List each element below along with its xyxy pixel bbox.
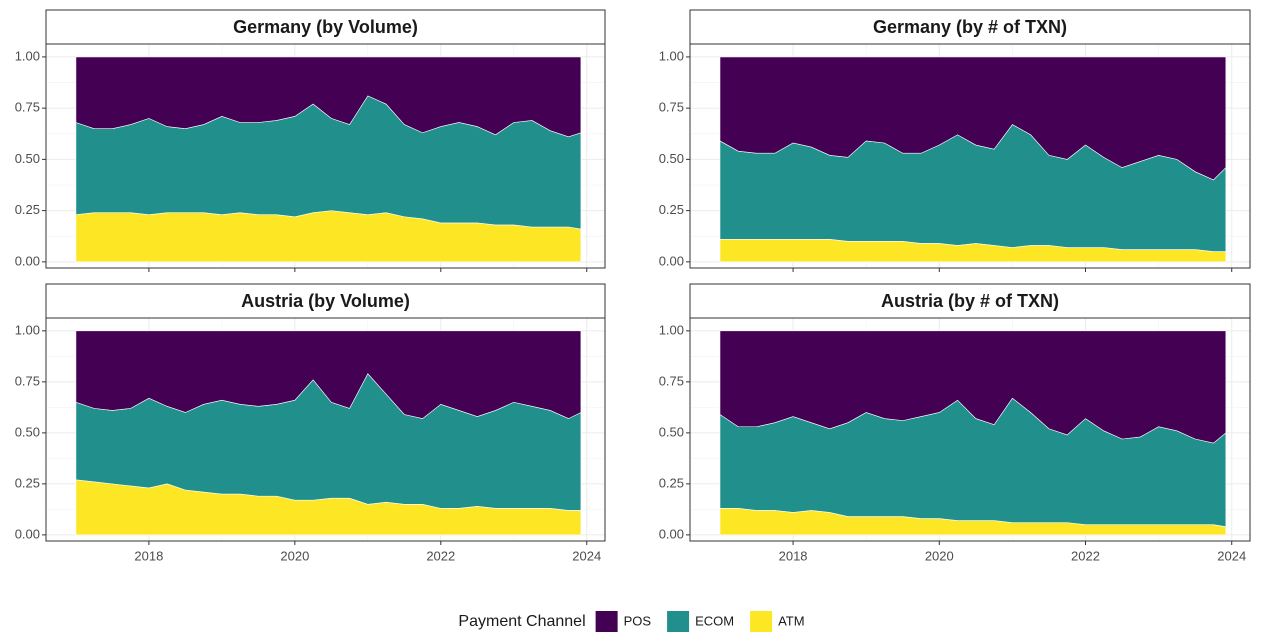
panel-border bbox=[45, 317, 606, 542]
panel-title: Austria (by # of TXN) bbox=[881, 291, 1059, 311]
y-tick-label: 0.50 bbox=[659, 424, 684, 439]
panel-title: Austria (by Volume) bbox=[241, 291, 410, 311]
y-tick-label: 0.75 bbox=[15, 100, 40, 115]
x-tick-label: 2018 bbox=[134, 548, 163, 563]
area bbox=[719, 330, 1227, 444]
x-tick-label: 2024 bbox=[1217, 548, 1246, 563]
legend-key bbox=[667, 611, 690, 632]
x-tick-label: 2024 bbox=[572, 548, 601, 563]
area bbox=[75, 330, 582, 419]
y-tick-label: 0.50 bbox=[15, 151, 40, 166]
x-tick-label: 2022 bbox=[426, 548, 455, 563]
x-tick-label: 2020 bbox=[925, 548, 954, 563]
strip bbox=[45, 283, 606, 319]
x-tick-label: 2018 bbox=[779, 548, 808, 563]
y-tick-label: 0.75 bbox=[659, 100, 684, 115]
y-tick-label: 0.00 bbox=[15, 526, 40, 541]
area bbox=[75, 56, 582, 138]
legend: Payment Channel POS ECOM ATM bbox=[458, 611, 805, 632]
legend-label: ECOM bbox=[695, 613, 734, 628]
panel-title: Germany (by Volume) bbox=[233, 17, 418, 37]
y-tick-label: 0.25 bbox=[15, 475, 40, 490]
panel-title: Germany (by # of TXN) bbox=[873, 17, 1067, 37]
legend-label: POS bbox=[624, 613, 652, 628]
y-tick-label: 0.00 bbox=[15, 253, 40, 268]
y-tick-label: 0.25 bbox=[15, 202, 40, 217]
y-tick-label: 1.00 bbox=[15, 322, 40, 337]
y-tick-label: 0.50 bbox=[659, 151, 684, 166]
y-tick-label: 1.00 bbox=[15, 48, 40, 63]
panel-border bbox=[689, 317, 1251, 542]
legend-title: Payment Channel bbox=[458, 613, 585, 630]
y-tick-label: 0.00 bbox=[659, 526, 684, 541]
legend-key bbox=[595, 611, 618, 632]
panel-border bbox=[689, 43, 1251, 269]
strip bbox=[689, 9, 1251, 45]
y-tick-label: 0.25 bbox=[659, 202, 684, 217]
y-tick-label: 0.25 bbox=[659, 475, 684, 490]
y-tick-label: 0.00 bbox=[659, 253, 684, 268]
area bbox=[719, 56, 1227, 181]
x-tick-label: 2022 bbox=[1071, 548, 1100, 563]
legend-key bbox=[750, 611, 773, 632]
y-tick-label: 0.75 bbox=[659, 373, 684, 388]
legend-label: ATM bbox=[778, 613, 804, 628]
y-tick-label: 1.00 bbox=[659, 48, 684, 63]
x-tick-label: 2020 bbox=[280, 548, 309, 563]
y-tick-label: 0.75 bbox=[15, 373, 40, 388]
y-tick-label: 1.00 bbox=[659, 322, 684, 337]
strip bbox=[689, 283, 1251, 319]
panel-border bbox=[45, 43, 606, 269]
strip bbox=[45, 9, 606, 45]
y-tick-label: 0.50 bbox=[15, 424, 40, 439]
